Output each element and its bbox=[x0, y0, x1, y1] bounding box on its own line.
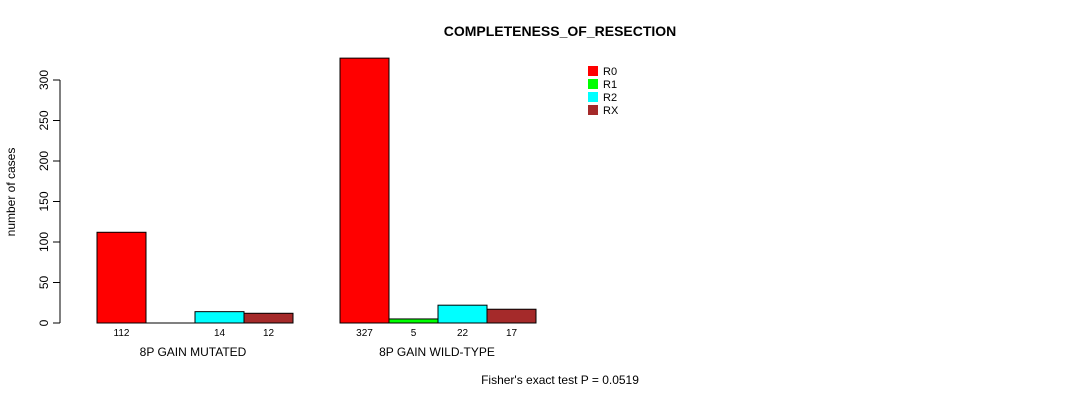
chart-title: COMPLETENESS_OF_RESECTION bbox=[444, 23, 677, 39]
bar-r2-wild-type bbox=[437, 304, 488, 324]
bar-label-rx-wild-type: 17 bbox=[506, 328, 518, 339]
legend-swatch-r0 bbox=[588, 66, 598, 76]
y-axis: 0 50 100 150 200 250 300 bbox=[37, 70, 61, 326]
group-label-wild-type: 8P GAIN WILD-TYPE bbox=[379, 345, 495, 359]
y-tick-label-0: 0 bbox=[37, 319, 51, 326]
bar-r1-wild-type bbox=[388, 318, 439, 324]
legend-label-r0: R0 bbox=[603, 66, 617, 78]
y-tick-label-200: 200 bbox=[37, 151, 51, 171]
group-label-mutated: 8P GAIN MUTATED bbox=[140, 345, 247, 359]
bar-r0-wild-type bbox=[339, 57, 390, 324]
legend-label-r2: R2 bbox=[603, 92, 617, 104]
bar-r0-mutated bbox=[96, 231, 147, 324]
legend-swatch-r2 bbox=[588, 92, 598, 102]
y-tick-label-300: 300 bbox=[37, 70, 51, 90]
bar-label-r0-mutated: 112 bbox=[114, 328, 130, 339]
y-tick-label-50: 50 bbox=[37, 276, 51, 290]
bars bbox=[96, 57, 537, 324]
legend-label-r1: R1 bbox=[603, 79, 617, 91]
legend-swatch-r1 bbox=[588, 79, 598, 89]
fisher-test-footnote: Fisher's exact test P = 0.0519 bbox=[481, 373, 639, 387]
bar-label-r2-mutated: 14 bbox=[214, 328, 226, 339]
bar-r2-mutated bbox=[194, 311, 245, 324]
y-axis-label: number of cases bbox=[4, 148, 18, 237]
y-tick-label-250: 250 bbox=[37, 110, 51, 130]
bar-value-labels: 112 14 12 327 5 22 17 bbox=[114, 328, 518, 339]
bar-rx-mutated bbox=[243, 312, 294, 324]
bar-label-r2-wild-type: 22 bbox=[457, 328, 469, 339]
bar-rx-wild-type bbox=[486, 308, 537, 324]
bar-label-rx-mutated: 12 bbox=[263, 328, 275, 339]
legend-label-rx: RX bbox=[603, 105, 619, 117]
y-tick-label-150: 150 bbox=[37, 191, 51, 211]
legend-swatch-rx bbox=[588, 105, 598, 115]
bar-label-r0-wild-type: 327 bbox=[356, 328, 373, 339]
bar-label-r1-wild-type: 5 bbox=[411, 328, 417, 339]
y-tick-label-100: 100 bbox=[37, 232, 51, 252]
